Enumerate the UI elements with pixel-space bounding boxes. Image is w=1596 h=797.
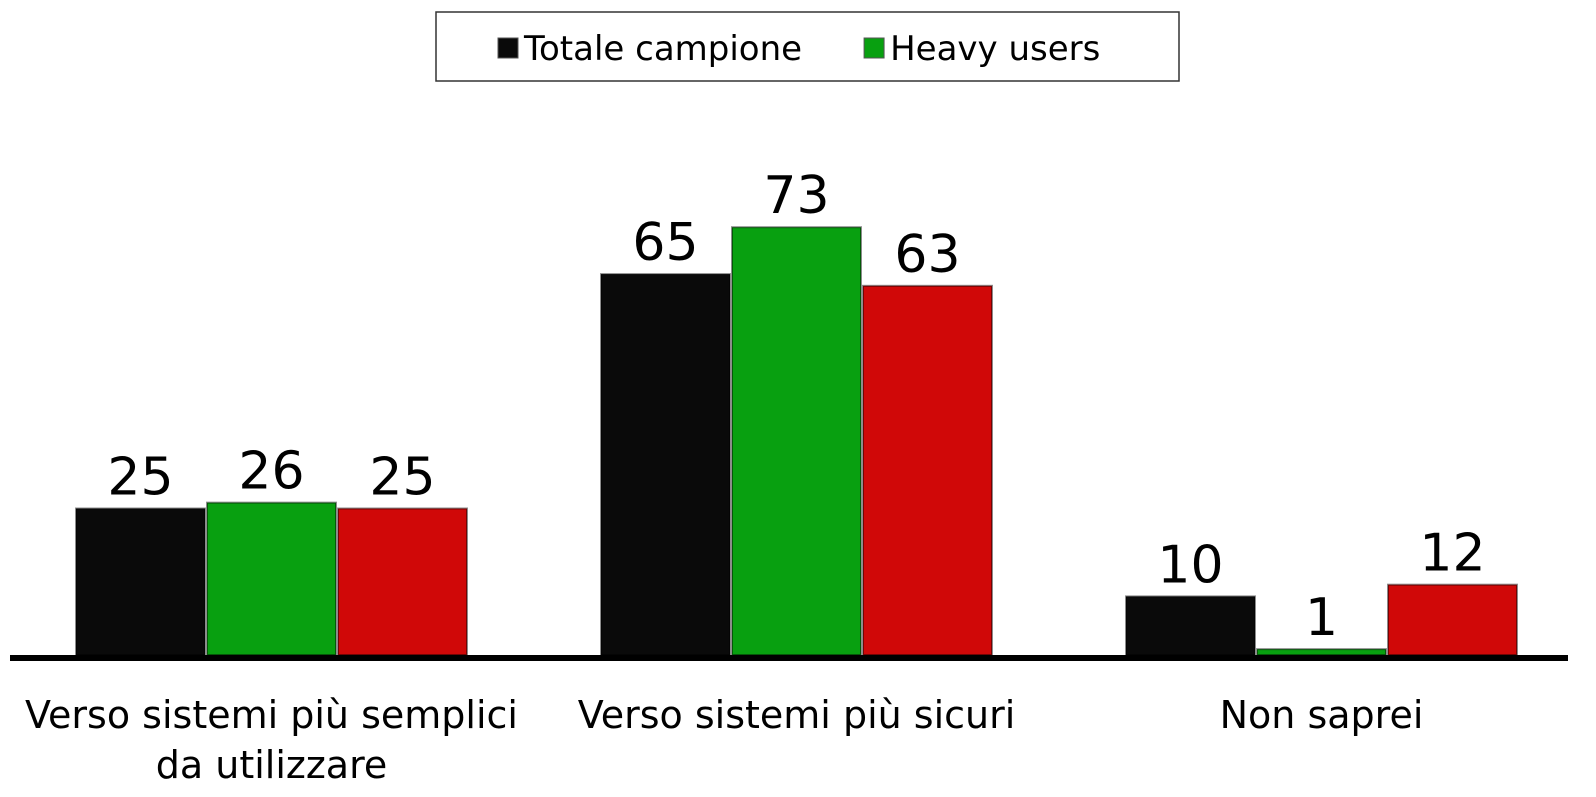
- bar: [1256, 648, 1387, 657]
- bar: [1387, 583, 1518, 656]
- legend-label: Heavy users: [890, 29, 1100, 69]
- bar: [731, 226, 862, 656]
- bar: [1125, 595, 1256, 657]
- x-tick-label: Verso sistemi più semplici da utilizzare: [25, 693, 518, 787]
- x-tick-label: Verso sistemi più sicuri: [577, 693, 1016, 737]
- bar: [600, 273, 731, 656]
- bar: [75, 507, 206, 656]
- data-label: 1: [1305, 588, 1338, 648]
- data-label: 25: [369, 448, 435, 508]
- bar: [206, 501, 337, 657]
- legend-box: [435, 11, 1180, 82]
- data-label: 25: [107, 448, 173, 508]
- data-label: 12: [1419, 524, 1485, 584]
- data-label: 26: [238, 442, 304, 502]
- data-label: 73: [763, 166, 829, 226]
- legend-swatch: [863, 37, 885, 59]
- data-label: 63: [894, 225, 960, 285]
- data-label: 10: [1157, 535, 1223, 595]
- bar: [862, 284, 993, 656]
- x-tick-label: Non saprei: [1219, 693, 1424, 737]
- legend-swatch: [497, 37, 519, 59]
- legend-label: Totale campione: [523, 29, 802, 69]
- bar: [337, 507, 468, 656]
- data-label: 65: [632, 213, 698, 273]
